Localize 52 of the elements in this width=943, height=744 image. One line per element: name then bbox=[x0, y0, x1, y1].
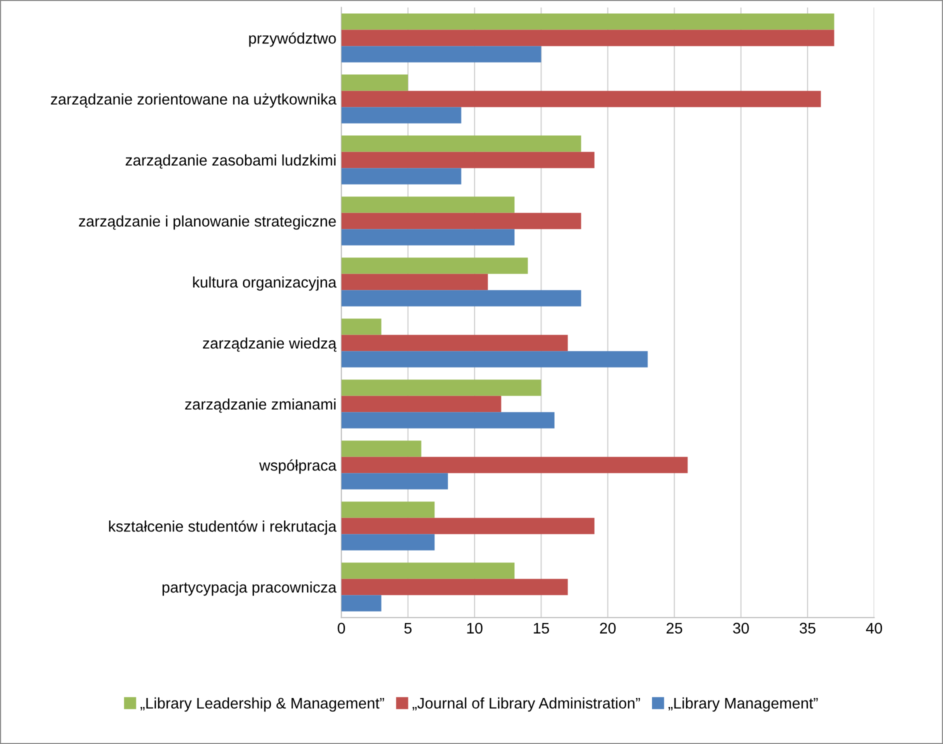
y-tick-label: zarządzanie zasobami ludzkimi bbox=[126, 154, 336, 169]
bar bbox=[341, 258, 528, 274]
bar bbox=[341, 351, 648, 368]
bar bbox=[341, 578, 568, 596]
bar bbox=[341, 440, 422, 457]
bar bbox=[341, 274, 488, 290]
bar bbox=[341, 30, 834, 46]
x-tick-label: 25 bbox=[666, 622, 682, 634]
y-tick-label: kształcenie studentów i rekrutacja bbox=[109, 520, 337, 535]
bar bbox=[341, 380, 542, 396]
bar bbox=[341, 534, 435, 550]
y-tick-label: partycypacja pracownicza bbox=[162, 581, 337, 596]
bar bbox=[341, 74, 408, 91]
x-tick-label: 20 bbox=[600, 622, 616, 634]
bar bbox=[341, 212, 582, 230]
legend-label: „Library Management” bbox=[668, 697, 818, 712]
x-tick-label: 5 bbox=[404, 622, 412, 634]
y-tick-label: kultura organizacyjna bbox=[193, 276, 337, 291]
bar bbox=[341, 90, 821, 108]
bar bbox=[341, 318, 382, 335]
bar bbox=[341, 518, 594, 534]
y-tick-label: zarządzanie i planowanie strategiczne bbox=[78, 215, 336, 230]
bar bbox=[341, 196, 515, 213]
bar bbox=[341, 412, 554, 428]
bar bbox=[341, 107, 462, 124]
bar bbox=[341, 290, 582, 306]
x-tick-label: 0 bbox=[338, 622, 346, 634]
x-tick-label: 40 bbox=[866, 622, 882, 634]
legend-label: „Journal of Library Administration” bbox=[412, 697, 640, 712]
bar bbox=[341, 473, 448, 490]
x-tick-label: 15 bbox=[534, 622, 550, 634]
y-tick-label: przywództwo bbox=[249, 32, 336, 47]
legend-label: „Library Leadership & Management” bbox=[140, 697, 384, 712]
y-tick-label: współpraca bbox=[259, 459, 337, 474]
x-tick-label: 10 bbox=[467, 622, 482, 634]
x-tick-label: 35 bbox=[800, 622, 816, 634]
bar bbox=[341, 152, 594, 168]
bar bbox=[341, 168, 462, 184]
x-tick-label: 30 bbox=[733, 622, 749, 634]
bar bbox=[341, 595, 382, 612]
bar bbox=[341, 14, 834, 30]
y-tick-label: zarządzanie zmianami bbox=[185, 398, 336, 413]
y-tick-label: zarządzanie zorientowane na użytkownika bbox=[50, 93, 337, 108]
bar bbox=[341, 46, 542, 62]
bar bbox=[341, 502, 435, 518]
y-tick-label: zarządzanie wiedzą bbox=[202, 337, 337, 352]
bar bbox=[341, 562, 515, 579]
bar bbox=[341, 396, 502, 412]
bar bbox=[341, 136, 582, 152]
bar bbox=[341, 334, 568, 352]
bar bbox=[341, 229, 515, 246]
bar bbox=[341, 456, 688, 474]
